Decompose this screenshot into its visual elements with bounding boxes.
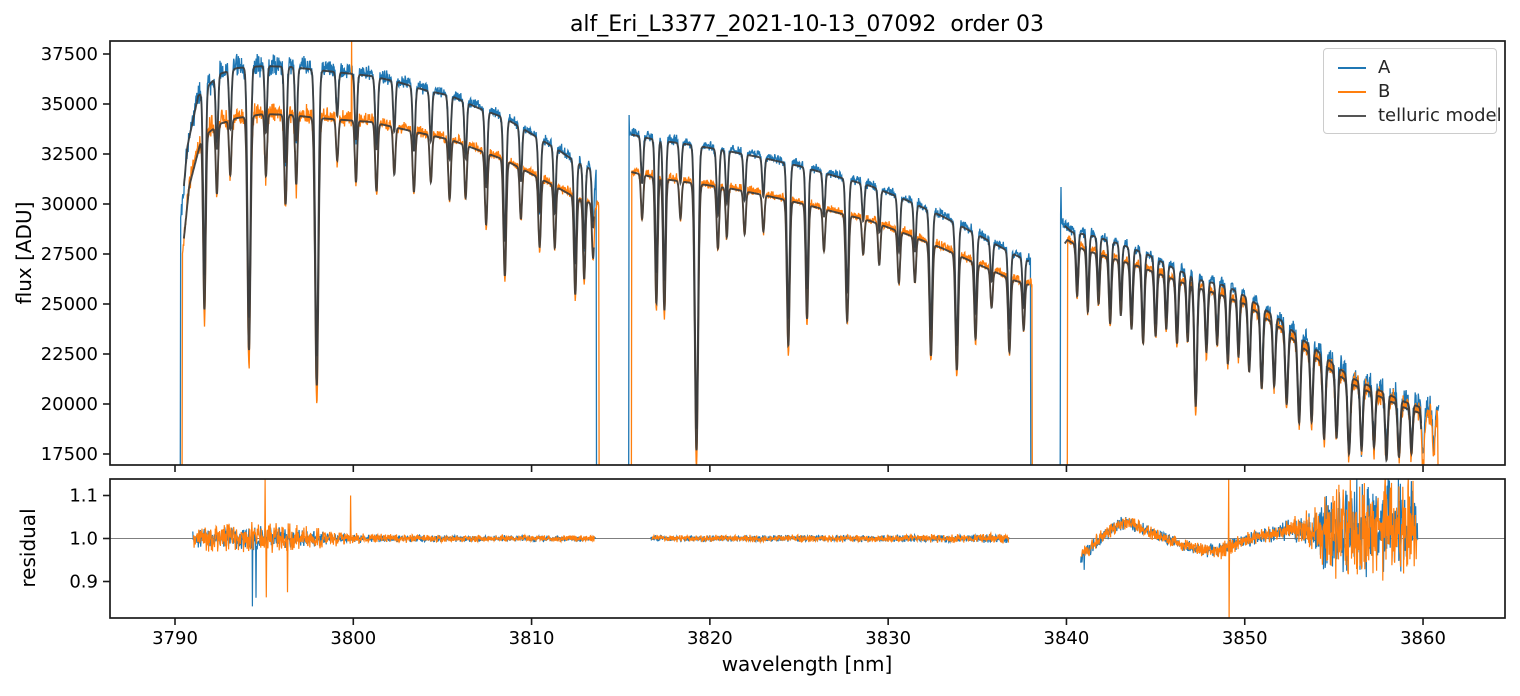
legend-label-a: A bbox=[1378, 57, 1391, 78]
legend-label-telluric: telluric model bbox=[1378, 105, 1502, 126]
x-tick-label: 3840 bbox=[1044, 628, 1090, 649]
flux-y-tick-label: 20000 bbox=[41, 394, 98, 415]
legend-item-a: A bbox=[1338, 56, 1496, 80]
series-telluric-model-B-seg2 bbox=[1064, 239, 1423, 463]
flux-panel-series bbox=[179, 41, 1440, 465]
series-B-flux-seg0 bbox=[181, 41, 600, 465]
residual-y-tick-label: 1.0 bbox=[69, 529, 98, 550]
legend-line-telluric bbox=[1338, 115, 1366, 117]
x-tick-label: 3800 bbox=[330, 628, 376, 649]
series-B-residual-seg2 bbox=[1081, 479, 1418, 618]
x-tick-label: 3830 bbox=[865, 628, 911, 649]
series-telluric-model-B-seg1 bbox=[630, 171, 1030, 451]
flux-y-tick-label: 22500 bbox=[41, 344, 98, 365]
legend: A B telluric model bbox=[1323, 48, 1502, 134]
flux-y-tick-label: 25000 bbox=[41, 294, 98, 315]
legend-item-telluric: telluric model bbox=[1338, 104, 1502, 128]
flux-y-tick-label: 32500 bbox=[41, 144, 98, 165]
flux-y-tick-label: 27500 bbox=[41, 244, 98, 265]
series-B-flux-seg1 bbox=[630, 167, 1033, 465]
chart-title: alf_Eri_L3377_2021-10-13_07092 order 03 bbox=[569, 12, 1045, 37]
series-A-flux-seg2 bbox=[1059, 186, 1440, 465]
x-tick-label: 3850 bbox=[1222, 628, 1268, 649]
x-tick-label: 3820 bbox=[687, 628, 733, 649]
x-tick-label: 3860 bbox=[1400, 628, 1446, 649]
residual-y-tick-label: 0.9 bbox=[69, 572, 98, 593]
x-tick-label: 3810 bbox=[509, 628, 555, 649]
legend-line-a bbox=[1338, 67, 1366, 69]
residual-axis-label: residual bbox=[16, 508, 40, 588]
residual-panel-series bbox=[110, 479, 1505, 618]
series-telluric-model-A-seg0 bbox=[182, 65, 595, 357]
series-B-residual-seg0 bbox=[193, 479, 596, 598]
wavelength-axis-label: wavelength [nm] bbox=[721, 652, 893, 676]
series-A-flux-seg1 bbox=[628, 114, 1032, 465]
flux-panel-border bbox=[109, 40, 1506, 466]
residual-y-tick-label: 1.1 bbox=[69, 486, 98, 507]
flux-y-tick-label: 35000 bbox=[41, 94, 98, 115]
flux-y-tick-label: 30000 bbox=[41, 194, 98, 215]
residual-panel-border bbox=[109, 478, 1506, 619]
legend-label-b: B bbox=[1378, 81, 1391, 102]
legend-line-b bbox=[1338, 91, 1366, 93]
x-tick-label: 3790 bbox=[152, 628, 198, 649]
flux-axis-label: flux [ADU] bbox=[12, 201, 36, 305]
series-B-residual-seg1 bbox=[651, 531, 1010, 545]
series-telluric-model-B-seg0 bbox=[182, 113, 595, 386]
flux-y-tick-label: 17500 bbox=[41, 444, 98, 465]
legend-item-b: B bbox=[1338, 80, 1496, 104]
flux-y-tick-label: 37500 bbox=[41, 44, 98, 65]
